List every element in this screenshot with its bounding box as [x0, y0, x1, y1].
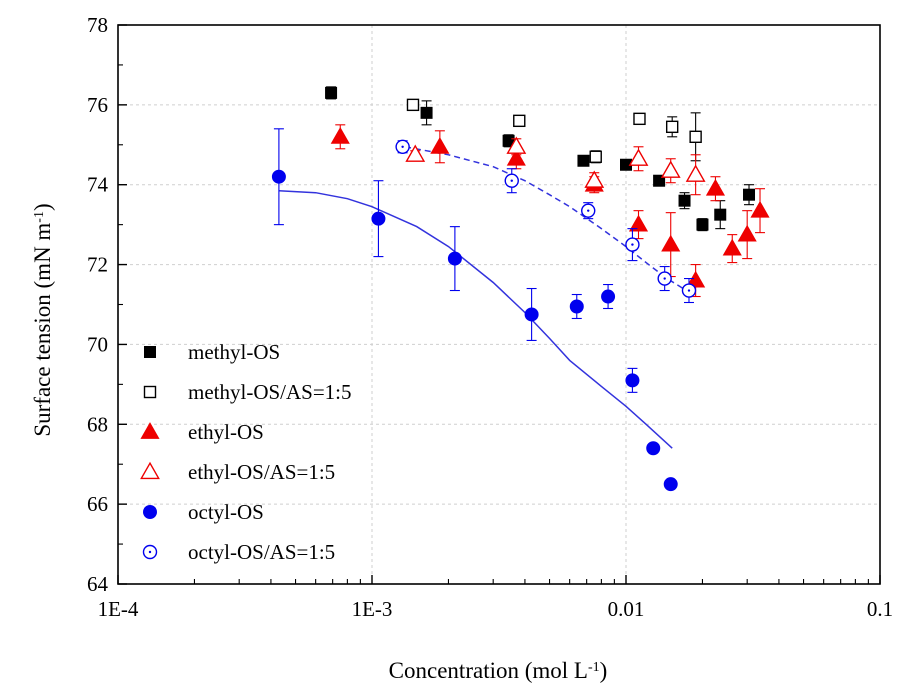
data-point	[705, 178, 726, 196]
data-point-center	[663, 277, 666, 280]
data-point	[646, 441, 661, 456]
data-point-center	[687, 289, 691, 292]
data-point	[686, 270, 706, 288]
legend-marker	[140, 422, 160, 439]
data-point	[665, 120, 679, 134]
data-point	[524, 307, 539, 322]
y-tick-label: 68	[87, 412, 108, 436]
data-point	[420, 106, 433, 119]
data-point	[405, 144, 426, 162]
data-point	[685, 164, 706, 182]
data-point	[625, 373, 640, 388]
data-point	[737, 224, 757, 242]
data-point	[696, 218, 709, 231]
legend: methyl-OS methyl-OS/AS=1:5 ethyl-OS ethyl-O…	[140, 340, 352, 564]
x-tick-label: 0.1	[867, 597, 893, 621]
data-point	[271, 169, 286, 184]
x-axis-title: Concentration (mol L-1)	[389, 658, 608, 683]
legend-marker	[140, 461, 160, 480]
data-point	[325, 86, 338, 99]
data-point	[743, 188, 756, 201]
legend-label: ethyl-OS	[188, 420, 264, 444]
data-point	[663, 477, 678, 492]
data-point-center	[510, 179, 513, 182]
data-point	[653, 174, 666, 187]
data-point	[577, 154, 590, 167]
data-point	[660, 160, 681, 178]
legend-marker	[143, 385, 157, 399]
legend-label: methyl-OS/AS=1:5	[188, 380, 352, 404]
legend-label: ethyl-OS/AS=1:5	[188, 460, 335, 484]
data-point	[714, 208, 727, 221]
legend-marker-center	[148, 550, 152, 554]
data-point-center	[631, 243, 634, 246]
data-point	[601, 289, 616, 304]
y-tick-label: 70	[87, 332, 108, 356]
y-tick-label: 78	[87, 13, 108, 37]
data-point	[447, 251, 462, 266]
data-point-center	[587, 209, 590, 212]
data-point	[406, 98, 420, 112]
legend-label: octyl-OS	[188, 500, 264, 524]
fit-curves	[278, 146, 690, 449]
data-point	[584, 170, 605, 188]
data-point	[371, 211, 386, 226]
data-point	[506, 148, 526, 166]
data-point	[689, 130, 702, 144]
data-point	[330, 126, 350, 144]
data-point	[506, 136, 527, 154]
data-point	[589, 150, 602, 163]
y-tick-label: 64	[87, 572, 109, 596]
y-axis-title: Surface tension (mN m-1)	[30, 203, 55, 436]
data-points	[271, 86, 770, 492]
x-tick-label: 1E-4	[98, 597, 139, 621]
grid-lines	[118, 25, 880, 584]
y-tick-label: 76	[87, 93, 108, 117]
fit-curve-dashed	[404, 146, 690, 294]
data-point	[633, 112, 646, 126]
legend-marker	[143, 505, 157, 519]
y-tick-label: 74	[87, 173, 109, 197]
data-point	[722, 238, 742, 256]
data-point	[750, 200, 770, 218]
x-tick-label: 1E-3	[352, 597, 393, 621]
data-point	[628, 214, 649, 232]
data-point	[430, 136, 450, 154]
legend-label: methyl-OS	[188, 340, 280, 364]
data-point	[678, 194, 691, 207]
legend-marker	[144, 346, 156, 358]
axes: 1E-4 1E-3 0.01 0.1 64 66 68 70 72 74 76 78	[87, 13, 893, 621]
data-point	[628, 148, 649, 166]
data-point	[661, 234, 681, 252]
fit-curve-solid	[278, 189, 673, 449]
y-tick-label: 66	[87, 492, 108, 516]
data-point	[513, 114, 526, 128]
x-tick-label: 0.01	[608, 597, 645, 621]
legend-label: octyl-OS/AS=1:5	[188, 540, 335, 564]
data-point	[569, 299, 584, 314]
data-point-center	[401, 145, 404, 148]
y-tick-label: 72	[87, 253, 108, 277]
